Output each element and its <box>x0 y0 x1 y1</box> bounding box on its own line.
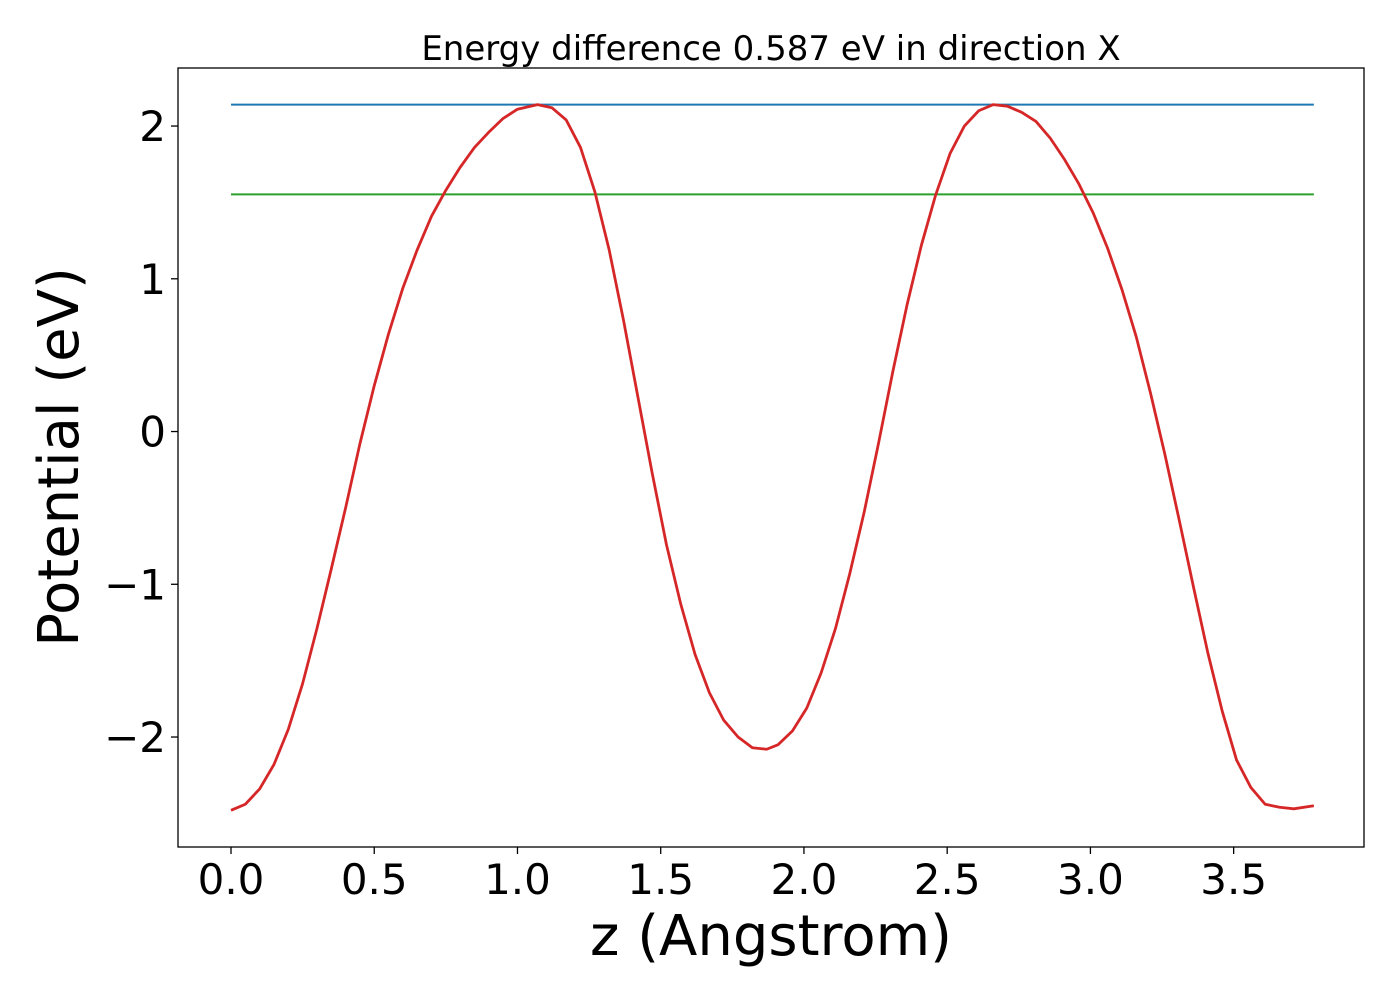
reference-lines <box>230 103 1314 196</box>
x-tick-label: 2.5 <box>914 855 981 904</box>
x-tick-label: 0.5 <box>341 855 408 904</box>
y-tick-label: −2 <box>104 713 166 762</box>
series-layer <box>230 103 1315 812</box>
chart-title: Energy difference 0.587 eV in direction … <box>421 29 1120 69</box>
x-tick-label: 2.0 <box>771 855 838 904</box>
x-tick-label: 3.5 <box>1200 855 1267 904</box>
y-tick-label: 2 <box>139 102 166 151</box>
y-tick-label: 1 <box>139 255 166 304</box>
x-tick-label: 0.0 <box>198 855 265 904</box>
series-line-1 <box>230 103 1315 812</box>
x-tick-label: 1.0 <box>484 855 551 904</box>
x-tick-label: 1.5 <box>627 855 694 904</box>
plot-frame <box>177 67 1365 848</box>
y-tick-label: −1 <box>104 560 166 609</box>
y-tick-label: 0 <box>139 408 166 457</box>
x-tick-label: 3.0 <box>1057 855 1124 904</box>
y-axis-ticks: −2 −1 0 1 2 <box>104 102 178 762</box>
x-axis-ticks: 0.0 0.5 1.0 1.5 2.0 2.5 3.0 3.5 <box>198 847 1267 904</box>
y-axis-label: Potential (eV) <box>27 267 92 647</box>
x-axis-label: z (Angstrom) <box>590 904 952 969</box>
